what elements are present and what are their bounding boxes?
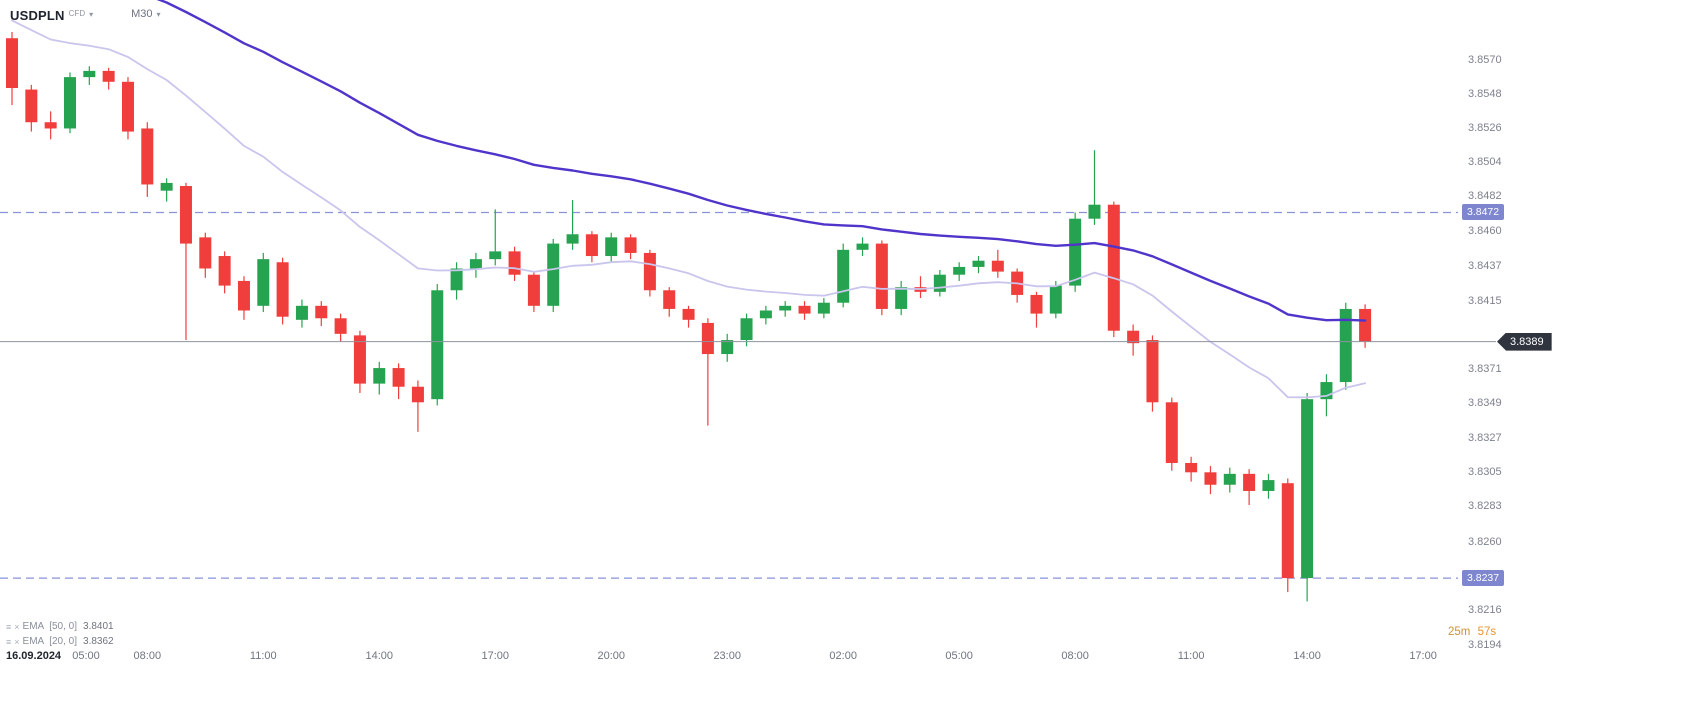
indicator-name: EMA xyxy=(22,621,45,632)
price-axis-label: 3.8482 xyxy=(1468,190,1502,203)
instrument-type-tag: CFD xyxy=(68,9,86,18)
time-axis-label: 05:00 xyxy=(72,650,100,662)
indicator-legend-ema50: ≡ × EMA [50, 0] 3.8401 xyxy=(6,621,114,632)
indicator-name: EMA xyxy=(22,636,45,647)
timeframe-caret-icon: ▾ xyxy=(156,10,161,19)
price-axis-label: 3.8194 xyxy=(1468,638,1502,651)
countdown-seconds: 57s xyxy=(1477,626,1497,638)
time-axis-label: 14:00 xyxy=(365,650,394,662)
chart-header: USDPLN CFD ▾ M30 ▾ xyxy=(10,8,161,23)
indicator-params: [20, 0] xyxy=(49,636,78,647)
countdown-minutes: 25m xyxy=(1448,626,1471,638)
symbol-dropdown-caret-icon[interactable]: ▾ xyxy=(89,10,94,19)
time-axis-label: 14:00 xyxy=(1293,650,1321,662)
price-axis-label: 3.8526 xyxy=(1468,121,1502,134)
indicator-settings-icon[interactable]: ≡ xyxy=(6,636,12,647)
time-axis-label: 11:00 xyxy=(249,650,277,662)
time-axis-label: 05:00 xyxy=(945,650,973,662)
resistance-level-badge[interactable]: 3.8472 xyxy=(1462,204,1505,221)
price-axis-label: 3.8415 xyxy=(1468,294,1502,307)
time-axis-label: 17:00 xyxy=(1409,650,1437,662)
price-axis-label: 3.8260 xyxy=(1468,535,1502,548)
price-axis-label: 3.8437 xyxy=(1468,260,1502,273)
time-axis-label: 20:00 xyxy=(597,650,625,662)
price-axis-label: 3.8371 xyxy=(1468,363,1502,376)
symbol-name[interactable]: USDPLN xyxy=(10,8,65,23)
support-level-badge[interactable]: 3.8237 xyxy=(1462,570,1505,587)
price-axis-label: 3.8283 xyxy=(1468,500,1502,513)
time-axis-label: 02:00 xyxy=(829,650,857,662)
date-label: 16.09.2024 xyxy=(6,650,62,662)
price-axis-label: 3.8460 xyxy=(1468,224,1502,237)
time-axis-label: 08:00 xyxy=(133,650,162,662)
indicator-value: 3.8362 xyxy=(83,636,114,647)
price-axis-label: 3.8327 xyxy=(1468,431,1502,444)
price-axis-label: 3.8349 xyxy=(1468,397,1502,410)
timeframe-label: M30 xyxy=(131,8,153,20)
price-axis-label: 3.8570 xyxy=(1468,53,1502,66)
indicator-close-icon[interactable]: × xyxy=(14,636,20,647)
indicator-legend-ema20: ≡ × EMA [20, 0] 3.8362 xyxy=(6,636,114,647)
indicator-close-icon[interactable]: × xyxy=(14,621,20,632)
time-axis-label: 11:00 xyxy=(1177,650,1205,662)
indicator-settings-icon[interactable]: ≡ xyxy=(6,621,12,632)
indicator-params: [50, 0] xyxy=(49,621,78,632)
time-axis-label: 17:00 xyxy=(481,650,510,662)
current-price-badge: 3.8389 xyxy=(1497,332,1552,351)
price-axis-label: 3.8504 xyxy=(1468,156,1502,169)
price-axis-label: 3.8548 xyxy=(1468,87,1502,100)
price-axis-label: 3.8216 xyxy=(1468,604,1502,617)
price-axis-label: 3.8305 xyxy=(1468,465,1502,478)
time-axis-label: 23:00 xyxy=(713,650,741,662)
indicator-value: 3.8401 xyxy=(83,621,114,632)
time-axis-label: 08:00 xyxy=(1061,650,1089,662)
timeframe-selector[interactable]: M30 ▾ xyxy=(131,8,160,20)
candle-countdown-timer: 25m 57s xyxy=(1448,626,1496,638)
